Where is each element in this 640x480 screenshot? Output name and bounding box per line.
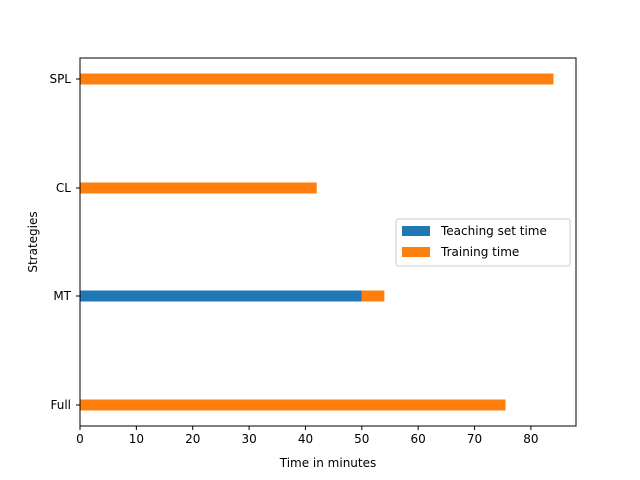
legend-label-training: Training time	[440, 245, 519, 259]
legend-swatch-teaching	[402, 226, 430, 236]
y-tick-label-spl: SPL	[49, 72, 71, 86]
bar-cl-training	[80, 182, 317, 194]
bar-spl-training	[80, 73, 554, 85]
x-tick-label: 0	[76, 432, 84, 446]
x-tick-label: 30	[241, 432, 256, 446]
bar-mt-training	[361, 290, 385, 302]
x-axis-label: Time in minutes	[279, 456, 377, 470]
x-tick-label: 70	[467, 432, 482, 446]
legend-box	[395, 218, 571, 267]
legend: Teaching set time Training time	[395, 218, 571, 267]
x-tick-label: 60	[411, 432, 426, 446]
legend-label-teaching: Teaching set time	[440, 224, 547, 238]
y-tick-label-cl: CL	[56, 181, 71, 195]
y-tick-label-mt: MT	[53, 289, 71, 303]
x-tick-label: 40	[298, 432, 313, 446]
x-tick-label: 80	[523, 432, 538, 446]
y-axis: Full MT CL SPL	[49, 72, 80, 412]
bar-mt-teaching	[80, 290, 362, 302]
x-tick-label: 50	[354, 432, 369, 446]
y-tick-label-full: Full	[50, 398, 71, 412]
bar-full-training	[80, 399, 506, 411]
x-axis: 0 10 20 30 40 50 60 70 80	[76, 426, 539, 446]
legend-swatch-training	[402, 247, 430, 257]
y-axis-label: Strategies	[26, 211, 40, 272]
x-tick-label: 20	[185, 432, 200, 446]
plot-frame	[79, 57, 577, 427]
x-tick-label: 10	[129, 432, 144, 446]
bars-layer	[80, 73, 554, 411]
